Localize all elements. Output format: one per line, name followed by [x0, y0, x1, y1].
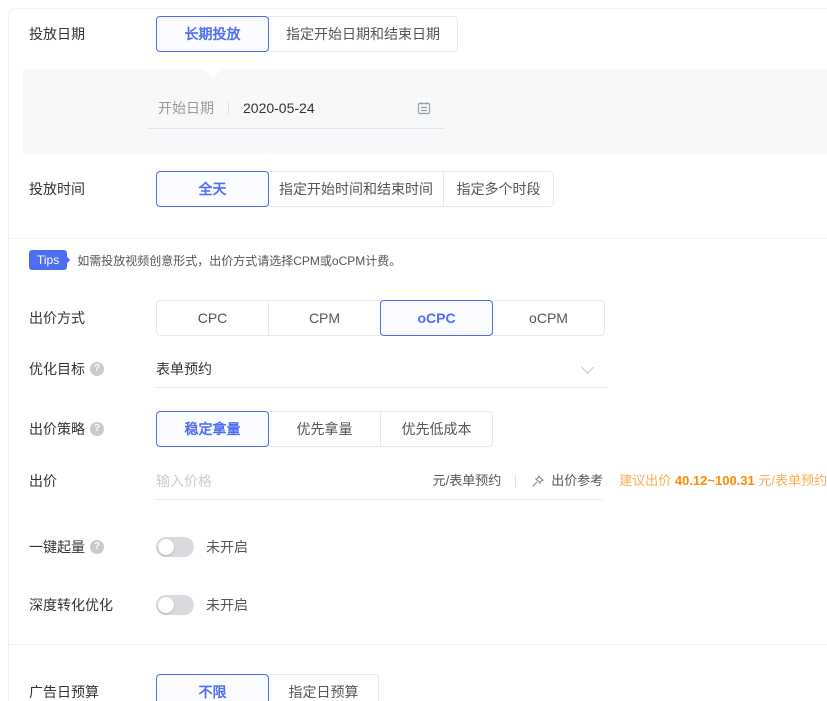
option-all-day[interactable]: 全天	[156, 171, 269, 207]
bid-price-input[interactable]	[156, 471, 306, 491]
field-divider	[515, 474, 517, 488]
optimization-goal-value: 表单预约	[156, 361, 212, 377]
bid-suggestion: 建议出价 40.12~100.31 元/表单预约	[619, 471, 827, 491]
help-icon[interactable]: ?	[90, 362, 104, 376]
ad-settings-form: 投放日期 长期投放 指定开始日期和结束日期 开始日期 2020-05-24 投放…	[8, 8, 827, 701]
section-divider	[9, 238, 827, 239]
bid-strategy-options: 稳定拿量 优先拿量 优先低成本	[156, 411, 493, 447]
start-date-panel: 开始日期 2020-05-24	[23, 69, 827, 154]
launch-time-row: 投放时间 全天 指定开始时间和结束时间 指定多个时段	[9, 171, 827, 207]
suggestion-range: 40.12~100.31	[674, 473, 755, 488]
suggestion-unit: 元/表单预约	[758, 473, 827, 488]
option-stable-volume[interactable]: 稳定拿量	[156, 411, 269, 447]
daily-budget-label: 广告日预算	[29, 684, 99, 700]
option-cpc[interactable]: CPC	[156, 300, 269, 336]
option-ocpm[interactable]: oCPM	[492, 300, 605, 336]
bid-label: 出价	[29, 473, 57, 489]
launch-time-options: 全天 指定开始时间和结束时间 指定多个时段	[156, 171, 554, 207]
section-divider	[9, 644, 827, 645]
deep-conversion-status: 未开启	[206, 597, 248, 613]
help-icon[interactable]: ?	[90, 540, 104, 554]
daily-budget-row: 广告日预算 不限 指定日预算	[9, 674, 827, 701]
option-priority-low-cost[interactable]: 优先低成本	[380, 411, 493, 447]
gavel-icon	[532, 475, 545, 487]
option-long-term[interactable]: 长期投放	[156, 16, 269, 52]
launch-date-label: 投放日期	[29, 26, 85, 42]
bid-method-label: 出价方式	[29, 310, 85, 326]
toggle-knob	[158, 597, 174, 613]
optimization-goal-row: 优化目标 ? 表单预约	[9, 359, 827, 388]
launch-date-options: 长期投放 指定开始日期和结束日期	[156, 16, 458, 52]
tips-row: Tips 如需投放视频创意形式，出价方式请选择CPM或oCPM计费。	[29, 250, 827, 270]
option-specify-budget[interactable]: 指定日预算	[268, 674, 379, 701]
one-click-boost-row: 一键起量 ? 未开启	[9, 537, 827, 557]
bid-method-options: CPC CPM oCPC oCPM	[156, 300, 605, 336]
help-icon[interactable]: ?	[90, 422, 104, 436]
bid-reference-link[interactable]: 出价参考	[551, 473, 604, 488]
start-date-value[interactable]: 2020-05-24	[243, 100, 315, 116]
deep-conversion-label: 深度转化优化	[29, 597, 113, 613]
bid-unit: 元/表单预约	[432, 473, 502, 488]
option-cpm[interactable]: CPM	[268, 300, 381, 336]
launch-time-label: 投放时间	[29, 181, 85, 197]
calendar-icon[interactable]	[416, 100, 432, 116]
toggle-knob	[158, 539, 174, 555]
daily-budget-options: 不限 指定日预算	[156, 674, 379, 701]
chevron-down-icon	[581, 361, 594, 374]
launch-date-row: 投放日期 长期投放 指定开始日期和结束日期	[9, 16, 827, 52]
bid-input-field[interactable]: 元/表单预约 出价参考	[156, 471, 604, 500]
suggestion-prefix: 建议出价	[619, 473, 672, 488]
field-divider	[228, 101, 229, 115]
one-click-boost-label: 一键起量 ?	[29, 537, 156, 557]
start-date-field[interactable]: 开始日期 2020-05-24	[148, 98, 444, 129]
option-ocpc[interactable]: oCPC	[380, 300, 493, 336]
bid-row: 出价 元/表单预约 出价参考 建议出价 40.12~100.31 元/表单预约	[9, 471, 827, 500]
bid-strategy-row: 出价策略 ? 稳定拿量 优先拿量 优先低成本	[9, 411, 827, 447]
start-date-field-label: 开始日期	[158, 100, 214, 116]
one-click-boost-status: 未开启	[206, 539, 248, 555]
tips-text: 如需投放视频创意形式，出价方式请选择CPM或oCPM计费。	[77, 253, 402, 268]
option-specify-times[interactable]: 指定开始时间和结束时间	[268, 171, 444, 207]
deep-conversion-row: 深度转化优化 未开启	[9, 595, 827, 615]
bid-method-row: 出价方式 CPC CPM oCPC oCPM	[9, 300, 827, 336]
option-multiple-periods[interactable]: 指定多个时段	[443, 171, 554, 207]
option-priority-volume[interactable]: 优先拿量	[268, 411, 381, 447]
panel-notch	[204, 69, 222, 78]
tips-badge: Tips	[29, 250, 68, 270]
optimization-goal-label: 优化目标 ?	[29, 359, 156, 379]
option-unlimited[interactable]: 不限	[156, 674, 269, 701]
one-click-boost-toggle[interactable]	[156, 537, 194, 557]
bid-strategy-label: 出价策略 ?	[29, 419, 156, 439]
deep-conversion-toggle[interactable]	[156, 595, 194, 615]
option-specify-dates[interactable]: 指定开始日期和结束日期	[268, 16, 458, 52]
optimization-goal-select[interactable]: 表单预约	[156, 359, 608, 388]
